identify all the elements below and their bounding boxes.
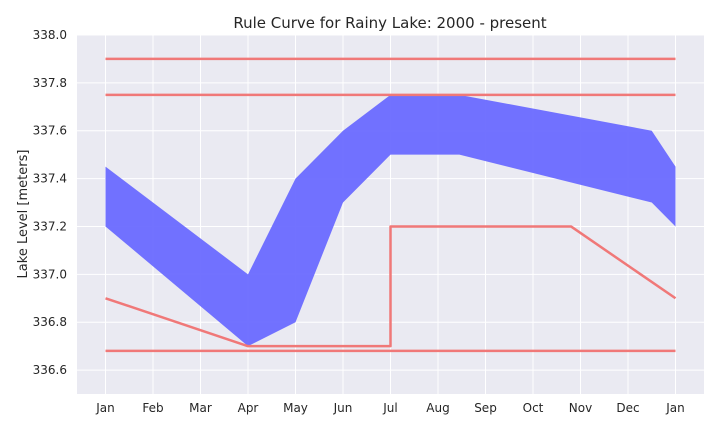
x-tick-label: Nov — [569, 401, 592, 415]
x-tick-label: Aug — [426, 401, 449, 415]
x-tick-label: Feb — [142, 401, 163, 415]
y-tick-label: 336.6 — [33, 363, 67, 377]
series-line-3 — [105, 225, 677, 348]
rule-band — [105, 94, 676, 347]
series-lines — [105, 57, 677, 353]
x-tick-label: Jul — [382, 401, 397, 415]
x-tick-label: Jan — [665, 401, 685, 415]
y-tick-label: 337.6 — [33, 124, 67, 138]
y-axis-label: Lake Level [meters] — [16, 150, 31, 279]
y-tick-label: 337.8 — [33, 76, 67, 90]
chart-title: Rule Curve for Rainy Lake: 2000 - presen… — [233, 14, 546, 32]
y-tick-label: 337.4 — [33, 172, 67, 186]
y-tick-label: 336.8 — [33, 315, 67, 329]
x-tick-label: Jun — [333, 401, 353, 415]
y-tick-labels: 336.6 336.8 337.0 337.2 337.4 337.6 337.8 338.0 — [33, 28, 67, 377]
rule-band-area — [105, 94, 676, 347]
x-tick-label: Oct — [523, 401, 544, 415]
x-tick-label: Jan — [95, 401, 115, 415]
x-tick-label: Dec — [616, 401, 639, 415]
x-tick-label: May — [283, 401, 308, 415]
y-tick-label: 337.0 — [33, 267, 67, 281]
x-tick-label: Sep — [474, 401, 497, 415]
x-tick-labels: Jan Feb Mar Apr May Jun Jul Aug Sep Oct Nov Dec Jan — [95, 401, 685, 415]
x-tick-label: Mar — [189, 401, 212, 415]
x-tick-label: Apr — [238, 401, 259, 415]
y-tick-label: 338.0 — [33, 28, 67, 42]
y-tick-label: 337.2 — [33, 219, 67, 233]
